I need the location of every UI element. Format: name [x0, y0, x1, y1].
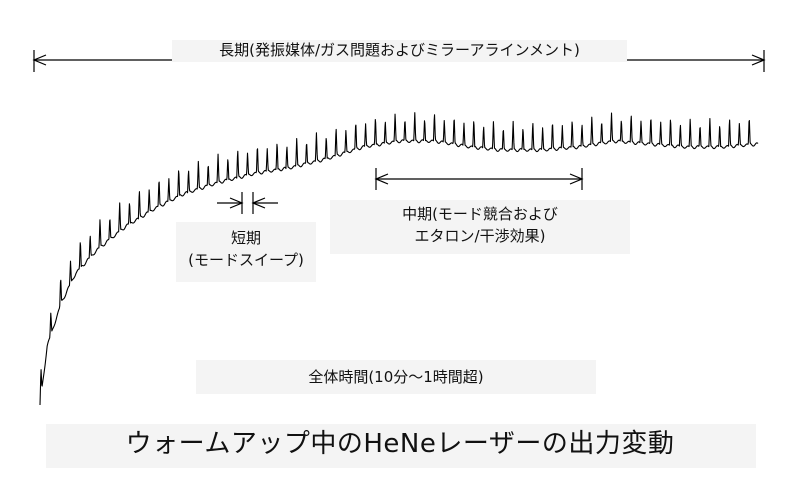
power-trace	[39, 112, 759, 406]
mid-term-label-line2: エタロン/干渉効果)	[414, 227, 546, 245]
long-term-right-head	[751, 54, 766, 66]
short-term-label-line2: (モードスイープ)	[188, 251, 304, 269]
mid-term-label-line1: 中期(モード競合および	[402, 205, 558, 223]
annotation-arrows	[32, 50, 766, 214]
power-signal	[39, 112, 759, 406]
short-term-label-bg	[176, 222, 316, 282]
mid-term-right-head	[569, 173, 584, 185]
total-time-label: 全体時間(10分～1時間超)	[308, 368, 484, 386]
long-term-label: 長期(発振媒体/ガス問題およびミラーアラインメント)	[219, 41, 580, 59]
short-term-left-head	[229, 197, 244, 209]
total-time-label-bg	[196, 360, 596, 394]
long-term-label-bg	[172, 40, 627, 62]
mid-term-label-bg	[330, 200, 630, 254]
long-term-left-head	[32, 54, 47, 66]
caption-bg	[46, 424, 756, 468]
short-term-label-line1: 短期	[230, 229, 261, 247]
mid-term-left-head	[374, 173, 389, 185]
figure-caption: ウォームアップ中のHeNeレーザーの出力変動	[125, 429, 675, 459]
short-term-right-head	[251, 197, 266, 209]
